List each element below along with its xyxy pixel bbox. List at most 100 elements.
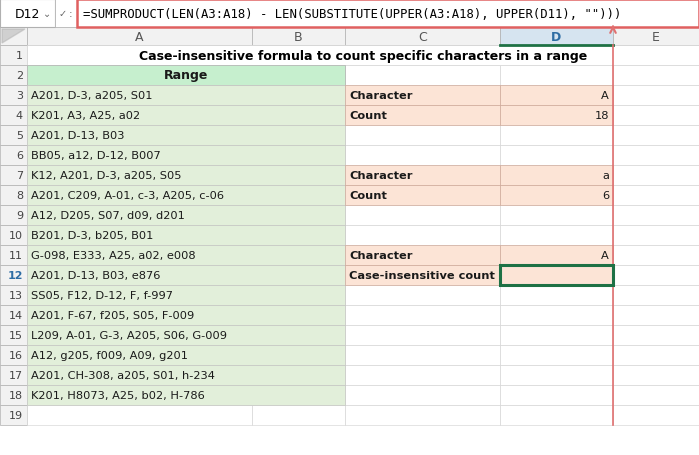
Bar: [27, 126, 252, 146]
Bar: [27, 345, 252, 365]
Bar: [345, 265, 500, 285]
Bar: [500, 206, 613, 226]
Bar: [252, 226, 345, 245]
Bar: [27, 86, 252, 106]
Bar: [500, 245, 613, 265]
Bar: [0, 46, 27, 66]
Bar: [0, 166, 27, 186]
Bar: [613, 106, 699, 126]
Bar: [613, 265, 699, 285]
Bar: [27, 285, 345, 305]
Text: Case-insensitive count: Case-insensitive count: [349, 270, 495, 280]
Bar: [0, 285, 27, 305]
Bar: [252, 186, 345, 206]
Text: =SUMPRODUCT(LEN(A3:A18) - LEN(SUBSTITUTE(UPPER(A3:A18), UPPER(D11), ""))): =SUMPRODUCT(LEN(A3:A18) - LEN(SUBSTITUTE…: [83, 7, 621, 20]
Text: 5: 5: [16, 131, 23, 141]
Bar: [613, 325, 699, 345]
Bar: [500, 126, 613, 146]
Bar: [0, 86, 27, 106]
Text: 15: 15: [9, 330, 23, 340]
Bar: [252, 46, 345, 66]
Text: Count: Count: [349, 111, 387, 121]
Bar: [0, 186, 27, 206]
Bar: [613, 126, 699, 146]
Bar: [345, 365, 500, 385]
Bar: [0, 405, 27, 425]
Text: 6: 6: [16, 151, 23, 161]
Bar: [27, 345, 345, 365]
Bar: [27, 365, 252, 385]
Bar: [27, 305, 345, 325]
Text: 1: 1: [16, 51, 23, 61]
Text: SS05, F12, D-12, F, f-997: SS05, F12, D-12, F, f-997: [31, 290, 173, 300]
Bar: [345, 245, 500, 265]
Bar: [500, 345, 613, 365]
Bar: [345, 166, 500, 186]
Bar: [0, 106, 27, 126]
Text: E: E: [652, 30, 660, 43]
Text: 7: 7: [16, 171, 23, 181]
Bar: [613, 345, 699, 365]
Bar: [27, 186, 252, 206]
Text: D: D: [552, 30, 561, 43]
Bar: [500, 265, 613, 285]
Bar: [252, 106, 345, 126]
Text: 16: 16: [9, 350, 23, 360]
Bar: [27, 106, 345, 126]
Bar: [500, 265, 613, 285]
Bar: [345, 325, 500, 345]
Text: 3: 3: [16, 91, 23, 101]
Bar: [0, 325, 27, 345]
Text: 13: 13: [9, 290, 23, 300]
Bar: [613, 28, 699, 46]
Bar: [0, 265, 27, 285]
Bar: [27, 385, 252, 405]
Bar: [500, 186, 613, 206]
Bar: [613, 186, 699, 206]
Text: Character: Character: [349, 91, 412, 101]
Bar: [613, 365, 699, 385]
Bar: [345, 166, 500, 186]
Bar: [345, 66, 500, 86]
Bar: [0, 146, 27, 166]
Text: 14: 14: [9, 310, 23, 320]
Bar: [500, 28, 613, 46]
Bar: [27, 206, 252, 226]
Bar: [613, 86, 699, 106]
Bar: [500, 365, 613, 385]
Text: 12: 12: [8, 270, 23, 280]
Bar: [252, 28, 345, 46]
Text: 4: 4: [16, 111, 23, 121]
Bar: [500, 265, 613, 285]
Text: a: a: [602, 171, 609, 181]
Bar: [613, 385, 699, 405]
Text: BB05, a12, D-12, B007: BB05, a12, D-12, B007: [31, 151, 161, 161]
Bar: [0, 345, 27, 365]
Bar: [500, 86, 613, 106]
Bar: [345, 285, 500, 305]
Bar: [27, 186, 345, 206]
Bar: [27, 66, 252, 86]
Bar: [613, 66, 699, 86]
Bar: [252, 166, 345, 186]
Bar: [252, 86, 345, 106]
Bar: [77, 0, 699, 28]
Bar: [345, 106, 500, 126]
Bar: [27, 126, 345, 146]
Bar: [27, 226, 345, 245]
Text: K201, H8073, A25, b02, H-786: K201, H8073, A25, b02, H-786: [31, 390, 205, 400]
Bar: [500, 226, 613, 245]
Text: 24: 24: [595, 270, 609, 280]
Bar: [500, 325, 613, 345]
Bar: [345, 86, 500, 106]
Bar: [27, 245, 345, 265]
Bar: [252, 206, 345, 226]
Bar: [500, 86, 613, 106]
Bar: [345, 126, 500, 146]
Bar: [500, 166, 613, 186]
Text: 19: 19: [9, 410, 23, 420]
Bar: [0, 365, 27, 385]
Bar: [27, 265, 252, 285]
Bar: [345, 265, 500, 285]
Text: 18: 18: [595, 111, 609, 121]
